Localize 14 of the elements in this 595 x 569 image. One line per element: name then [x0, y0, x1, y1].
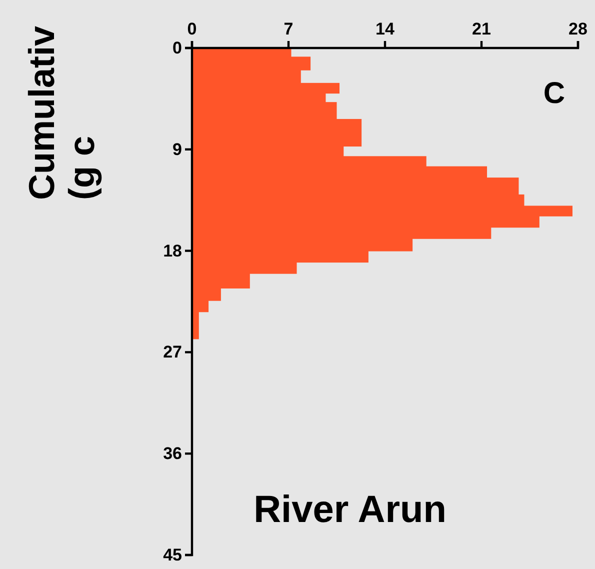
annotation: C — [543, 77, 565, 110]
y-tick-label: 18 — [163, 241, 182, 260]
x-tick-label: 7 — [284, 20, 294, 39]
x-tick-label: 14 — [376, 20, 395, 39]
y-tick-label: 9 — [172, 140, 182, 159]
y-tick-label: 27 — [163, 342, 182, 362]
y-tick-label: 36 — [163, 444, 182, 464]
y-tick-label: 0 — [172, 38, 182, 58]
x-tick-label: 21 — [472, 20, 491, 39]
x-tick-label: 28 — [568, 20, 588, 39]
y-tick-label: 45 — [163, 545, 182, 564]
annotation: River Arun — [254, 489, 446, 531]
y-axis-title: Cumulativ (g c — [21, 26, 102, 200]
x-tick-label: 0 — [187, 20, 197, 39]
